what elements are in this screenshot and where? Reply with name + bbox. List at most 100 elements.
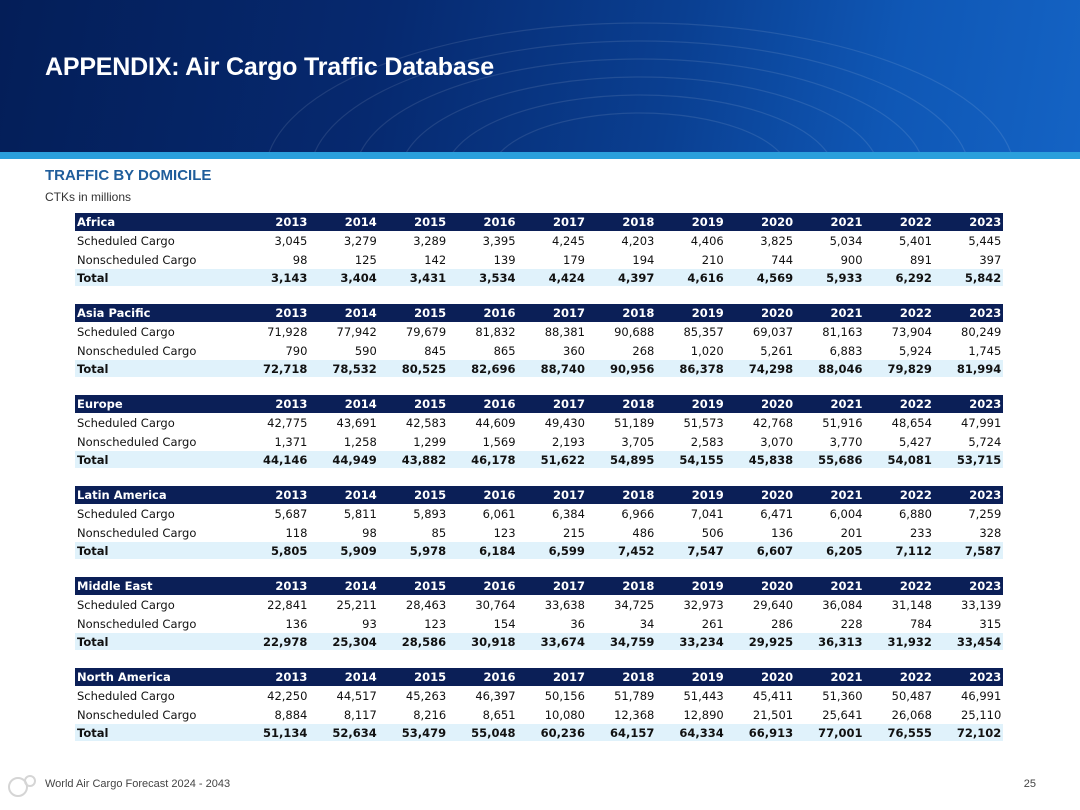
year-header: 2022 [864, 577, 934, 595]
watermark-logo [8, 775, 36, 797]
year-header: 2023 [933, 486, 1004, 504]
year-header: 2015 [378, 486, 449, 504]
value-cell: 42,768 [752, 415, 794, 430]
year-header: 2023 [933, 304, 1004, 322]
value-cell: 3,705 [621, 434, 655, 449]
value-cell: 71,928 [267, 324, 308, 339]
value-cell: 8,884 [274, 707, 308, 722]
value-cell: 228 [840, 616, 863, 631]
year-header: 2019 [656, 577, 726, 595]
value-cell: 88,740 [517, 360, 587, 377]
row-label: Nonscheduled Cargo [77, 616, 197, 631]
value-cell: 51,916 [822, 415, 863, 430]
table-header-row: Middle East 2013 2014 2015 2016 2017 2018 2019 2… [75, 577, 1004, 595]
value-cell: 3,143 [240, 269, 310, 286]
value-cell: 73,904 [891, 324, 932, 339]
value-cell: 6,880 [898, 506, 932, 521]
year-header: 2019 [656, 486, 726, 504]
value-cell: 1,569 [482, 434, 516, 449]
value-cell: 5,893 [413, 506, 447, 521]
value-cell: 22,978 [240, 633, 310, 650]
value-cell: 3,070 [760, 434, 794, 449]
value-cell: 136 [771, 525, 794, 540]
value-cell: 51,789 [614, 688, 655, 703]
value-cell: 81,163 [822, 324, 863, 339]
year-header: 2023 [933, 668, 1004, 686]
value-cell: 865 [493, 343, 516, 358]
region-table: Middle East 2013 2014 2015 2016 2017 2018 2019 2… [75, 577, 1004, 650]
value-cell: 5,924 [898, 343, 932, 358]
year-header: 2017 [517, 486, 587, 504]
value-cell: 136 [285, 616, 308, 631]
table-row: Scheduled Cargo 22,841 25,211 28,463 30,764 3… [75, 595, 1003, 614]
table-row: Scheduled Cargo 42,250 44,517 45,263 46,397 5… [75, 686, 1003, 705]
value-cell: 85 [431, 525, 447, 540]
value-cell: 4,569 [725, 269, 796, 286]
row-label: Scheduled Cargo [77, 597, 175, 612]
value-cell: 6,599 [517, 542, 587, 559]
value-cell: 7,452 [586, 542, 657, 559]
year-header: 2013 [240, 304, 310, 322]
value-cell: 36,084 [822, 597, 863, 612]
row-label: Scheduled Cargo [77, 233, 175, 248]
value-cell: 33,674 [517, 633, 587, 650]
value-cell: 90,956 [586, 360, 657, 377]
value-cell: 32,973 [683, 597, 724, 612]
value-cell: 3,404 [309, 269, 379, 286]
region-table: Europe 2013 2014 2015 2016 2017 2018 2019 2020 20… [75, 395, 1004, 468]
value-cell: 54,081 [864, 451, 934, 468]
value-cell: 5,261 [760, 343, 794, 358]
row-label: Total [75, 542, 240, 559]
year-header: 2020 [725, 395, 796, 413]
value-cell: 26,068 [891, 707, 932, 722]
value-cell: 25,211 [336, 597, 377, 612]
value-cell: 10,080 [544, 707, 585, 722]
year-header: 2015 [378, 668, 449, 686]
value-cell: 7,112 [864, 542, 934, 559]
value-cell: 78,532 [309, 360, 379, 377]
value-cell: 34 [639, 616, 655, 631]
value-cell: 22,841 [267, 597, 308, 612]
value-cell: 29,925 [725, 633, 796, 650]
year-header: 2014 [309, 213, 379, 231]
region-name: Africa [75, 213, 240, 231]
footer-source: World Air Cargo Forecast 2024 - 2043 [45, 778, 231, 790]
year-header: 2016 [448, 577, 518, 595]
value-cell: 5,933 [795, 269, 865, 286]
page-title: APPENDIX: Air Cargo Traffic Database [45, 53, 494, 81]
table-row: Nonscheduled Cargo 790 590 845 865 360 268 1,02… [75, 341, 1003, 360]
value-cell: 45,263 [405, 688, 447, 703]
value-cell: 49,430 [544, 415, 585, 430]
value-cell: 6,883 [829, 343, 863, 358]
year-header: 2015 [378, 304, 449, 322]
value-cell: 31,148 [891, 597, 932, 612]
year-header: 2016 [448, 304, 518, 322]
row-label: Scheduled Cargo [77, 506, 175, 521]
value-cell: 53,715 [933, 451, 1004, 468]
value-cell: 64,157 [586, 724, 657, 741]
value-cell: 123 [493, 525, 516, 540]
value-cell: 30,918 [448, 633, 518, 650]
year-header: 2013 [240, 213, 310, 231]
value-cell: 210 [701, 252, 724, 267]
year-header: 2019 [656, 304, 726, 322]
value-cell: 45,838 [725, 451, 796, 468]
value-cell: 21,501 [752, 707, 794, 722]
value-cell: 5,978 [378, 542, 449, 559]
value-cell: 194 [632, 252, 655, 267]
value-cell: 7,041 [690, 506, 724, 521]
year-header: 2014 [309, 486, 379, 504]
year-header: 2022 [864, 213, 934, 231]
value-cell: 29,640 [752, 597, 794, 612]
value-cell: 72,102 [933, 724, 1004, 741]
table-row: Nonscheduled Cargo 1,371 1,258 1,299 1,569 2,… [75, 432, 1003, 451]
year-header: 2023 [933, 213, 1004, 231]
value-cell: 46,397 [475, 688, 516, 703]
value-cell: 4,245 [552, 233, 585, 248]
row-label: Nonscheduled Cargo [77, 525, 197, 540]
value-cell: 51,189 [614, 415, 655, 430]
value-cell: 44,949 [309, 451, 379, 468]
table-row: Nonscheduled Cargo 118 98 85 123 215 486 506 136… [75, 523, 1003, 542]
year-header: 2015 [378, 395, 449, 413]
section-title: TRAFFIC BY DOMICILE [45, 167, 212, 184]
